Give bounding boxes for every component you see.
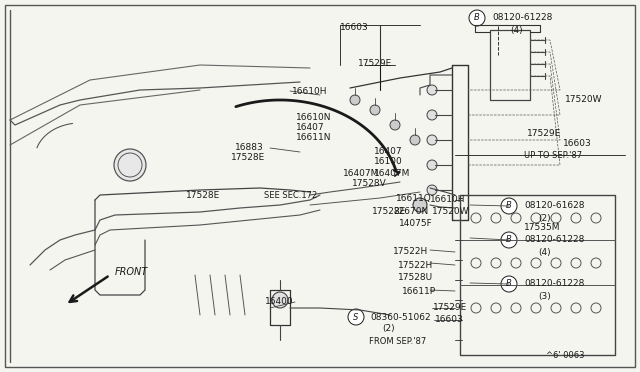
Text: 17520W: 17520W [565, 94, 602, 103]
Text: 22670N: 22670N [393, 208, 428, 217]
Text: 16883: 16883 [235, 144, 264, 153]
Circle shape [501, 198, 517, 214]
Text: 17529E: 17529E [433, 304, 467, 312]
Text: 16407: 16407 [296, 122, 324, 131]
Text: (4): (4) [538, 247, 550, 257]
Text: 08360-51062: 08360-51062 [370, 312, 431, 321]
Circle shape [427, 135, 437, 145]
Text: 16611N: 16611N [296, 132, 332, 141]
Text: (4): (4) [510, 26, 523, 35]
Text: (3): (3) [538, 292, 551, 301]
Text: 08120-61228: 08120-61228 [524, 235, 584, 244]
Text: 16610H: 16610H [292, 87, 328, 96]
Text: 14075F: 14075F [399, 219, 433, 228]
Text: 16611Q: 16611Q [396, 195, 432, 203]
Circle shape [272, 292, 288, 308]
Text: FRONT: FRONT [115, 267, 148, 277]
Circle shape [501, 276, 517, 292]
Circle shape [114, 149, 146, 181]
Text: 17520W: 17520W [432, 208, 470, 217]
Text: (2): (2) [382, 324, 395, 334]
Text: B: B [506, 235, 512, 244]
Text: 16610N: 16610N [296, 112, 332, 122]
Text: SEE SEC.172: SEE SEC.172 [264, 192, 317, 201]
Text: 17522H: 17522H [398, 260, 433, 269]
Text: 08120-61228: 08120-61228 [524, 279, 584, 289]
Text: 17528E: 17528E [372, 208, 406, 217]
Text: 16603: 16603 [340, 23, 369, 32]
Text: 16603: 16603 [563, 140, 592, 148]
Text: FROM SEP.'87: FROM SEP.'87 [369, 337, 426, 346]
Text: 17528U: 17528U [398, 273, 433, 282]
Text: B: B [506, 279, 512, 289]
Circle shape [427, 185, 437, 195]
Circle shape [350, 95, 360, 105]
Text: 17535M: 17535M [524, 224, 561, 232]
Text: 17529E: 17529E [358, 58, 392, 67]
Text: 16100: 16100 [374, 157, 403, 167]
Circle shape [370, 105, 380, 115]
Text: 17528E: 17528E [186, 190, 220, 199]
Text: ^6' 0063: ^6' 0063 [546, 352, 584, 360]
Circle shape [427, 160, 437, 170]
Text: B: B [506, 202, 512, 211]
Text: 08120-61228: 08120-61228 [492, 13, 552, 22]
Circle shape [427, 110, 437, 120]
Circle shape [469, 10, 485, 26]
Circle shape [413, 198, 427, 212]
Text: 16400: 16400 [265, 298, 294, 307]
Text: B: B [474, 13, 480, 22]
Text: 17528E: 17528E [231, 154, 265, 163]
Circle shape [348, 309, 364, 325]
Circle shape [390, 120, 400, 130]
Text: 16610H: 16610H [430, 195, 465, 203]
Text: 17528V: 17528V [352, 179, 387, 187]
Text: S: S [353, 312, 358, 321]
Text: 16407: 16407 [374, 148, 403, 157]
Text: (2): (2) [538, 214, 550, 222]
Text: 16407M: 16407M [374, 169, 410, 177]
Text: UP TO SEP.'87: UP TO SEP.'87 [524, 151, 582, 160]
Text: 16611P: 16611P [402, 286, 436, 295]
Text: 17529E: 17529E [527, 129, 561, 138]
Circle shape [410, 135, 420, 145]
Text: 08120-61628: 08120-61628 [524, 202, 584, 211]
Text: 16603: 16603 [435, 315, 464, 324]
Text: 17522H: 17522H [393, 247, 428, 257]
Circle shape [427, 85, 437, 95]
Text: 16407M: 16407M [343, 169, 380, 177]
Circle shape [501, 232, 517, 248]
